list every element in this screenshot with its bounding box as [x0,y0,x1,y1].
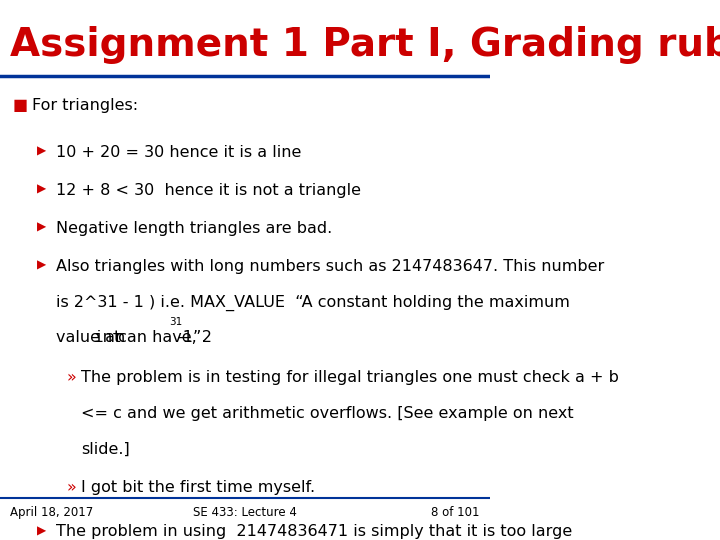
Text: slide.]: slide.] [81,442,130,457]
Text: I got bit the first time myself.: I got bit the first time myself. [81,480,315,495]
Text: Assignment 1 Part I, Grading rubric: Assignment 1 Part I, Grading rubric [10,26,720,64]
Text: is 2^31 - 1 ) i.e. MAX_VALUE  “A constant holding the maximum: is 2^31 - 1 ) i.e. MAX_VALUE “A constant… [56,295,570,311]
Text: SE 433: Lecture 4: SE 433: Lecture 4 [193,506,297,519]
Text: April 18, 2017: April 18, 2017 [10,506,93,519]
Text: ▶: ▶ [37,145,46,158]
Text: value an: value an [56,330,130,346]
Text: ▶: ▶ [37,221,46,234]
Text: ▶: ▶ [37,524,46,537]
Text: ▶: ▶ [37,183,46,196]
Text: »: » [66,480,76,495]
Text: ■: ■ [12,98,27,112]
Text: »: » [66,370,76,385]
Text: 12 + 8 < 30  hence it is not a triangle: 12 + 8 < 30 hence it is not a triangle [56,183,361,198]
Text: int: int [94,330,122,346]
Text: <= c and we get arithmetic overflows. [See example on next: <= c and we get arithmetic overflows. [S… [81,406,573,421]
Text: can have, 2: can have, 2 [113,330,212,346]
Text: 31: 31 [169,318,182,327]
Text: Negative length triangles are bad.: Negative length triangles are bad. [56,221,333,236]
Text: The problem in using  21474836471 is simply that it is too large: The problem in using 21474836471 is simp… [56,524,572,539]
Text: ▶: ▶ [37,259,46,272]
Text: 10 + 20 = 30 hence it is a line: 10 + 20 = 30 hence it is a line [56,145,302,160]
Text: The problem is in testing for illegal triangles one must check a + b: The problem is in testing for illegal tr… [81,370,618,385]
Text: Also triangles with long numbers such as 2147483647. This number: Also triangles with long numbers such as… [56,259,605,274]
Text: For triangles:: For triangles: [32,98,138,112]
Text: -1”.: -1”. [178,330,207,346]
Text: 8 of 101: 8 of 101 [431,506,480,519]
